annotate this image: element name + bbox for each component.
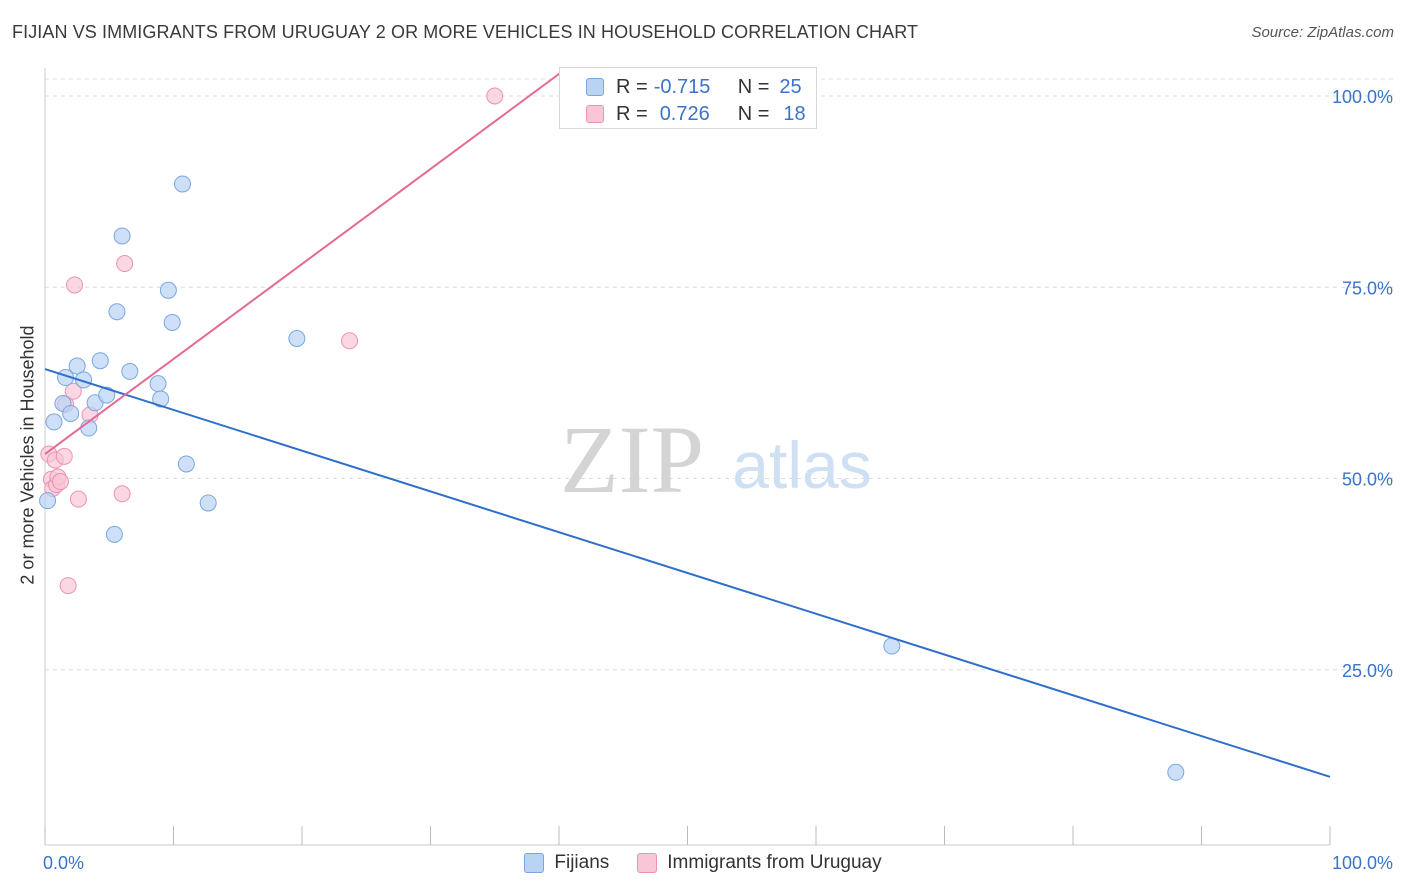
fijian-point: [199, 494, 217, 512]
fijian-point: [121, 362, 139, 380]
y-tick-label: 25.0%: [1342, 661, 1393, 681]
fijian-point: [177, 455, 195, 473]
uruguay-point: [116, 255, 134, 273]
fijian-point: [288, 330, 306, 348]
legend-row-fijians: R = -0.715 N = 25: [586, 74, 802, 100]
fijians-swatch: [586, 78, 604, 96]
y-tick-label: 100.0%: [1332, 87, 1393, 107]
n-label: N =: [737, 102, 770, 125]
fijian-point: [98, 386, 116, 404]
legend-label-fijians: Fijians: [554, 852, 610, 873]
correlation-legend: R = -0.715 N = 25 R = 0.726 N = 18: [559, 67, 817, 129]
fijian-point: [105, 525, 123, 543]
y-axis-label: 2 or more Vehicles in Household: [17, 325, 38, 585]
legend-row-uruguay: R = 0.726 N = 18: [586, 101, 806, 127]
fijian-point: [108, 303, 126, 321]
uruguay-trend-line: [44, 68, 567, 455]
y-tick-label: 50.0%: [1342, 470, 1393, 490]
x-tick-label: 0.0%: [43, 853, 84, 873]
fijian-point: [152, 390, 170, 408]
legend-item-fijians[interactable]: Fijians: [524, 852, 609, 874]
y-tick-label: 75.0%: [1342, 278, 1393, 298]
uruguay-point: [55, 447, 73, 465]
n-value: 18: [783, 102, 806, 125]
fijian-point: [159, 281, 177, 299]
fijian-point: [39, 492, 57, 510]
n-label: N =: [737, 75, 770, 98]
uruguay-point: [66, 276, 84, 294]
legend-item-uruguay[interactable]: Immigrants from Uruguay: [637, 852, 882, 874]
watermark-atlas: atlas: [732, 428, 871, 502]
r-value: 0.726: [659, 102, 710, 125]
r-label: R =: [616, 75, 648, 98]
chart-title: FIJIAN VS IMMIGRANTS FROM URUGUAY 2 OR M…: [12, 22, 919, 42]
uruguay-point: [486, 87, 504, 105]
fijians-swatch: [524, 853, 545, 873]
fijian-point: [91, 352, 109, 370]
fijian-point: [1167, 763, 1185, 781]
r-label: R =: [616, 102, 648, 125]
fijian-point: [163, 313, 181, 331]
fijians-trend-line: [44, 368, 1331, 778]
uruguay-point: [64, 382, 82, 400]
n-value: 25: [779, 75, 802, 98]
uruguay-swatch: [586, 105, 604, 123]
uruguay-point: [51, 473, 69, 491]
source-attribution: Source: ZipAtlas.com: [1251, 24, 1394, 41]
x-tick-label: 100.0%: [1332, 853, 1393, 873]
watermark-zip: ZIP: [560, 406, 704, 513]
fijian-point: [113, 227, 131, 245]
uruguay-point: [341, 332, 359, 350]
uruguay-point: [59, 577, 77, 595]
legend-label-uruguay: Immigrants from Uruguay: [667, 852, 882, 873]
fijian-point: [45, 413, 63, 431]
uruguay-point: [69, 490, 87, 508]
uruguay-swatch: [637, 853, 658, 873]
fijian-point: [173, 175, 191, 193]
uruguay-point: [113, 485, 131, 503]
fijian-point: [62, 404, 80, 422]
r-value: -0.715: [653, 75, 711, 98]
series-legend: Fijians Immigrants from Uruguay: [0, 852, 1406, 874]
fijian-point: [68, 357, 86, 375]
fijian-point: [149, 375, 167, 393]
